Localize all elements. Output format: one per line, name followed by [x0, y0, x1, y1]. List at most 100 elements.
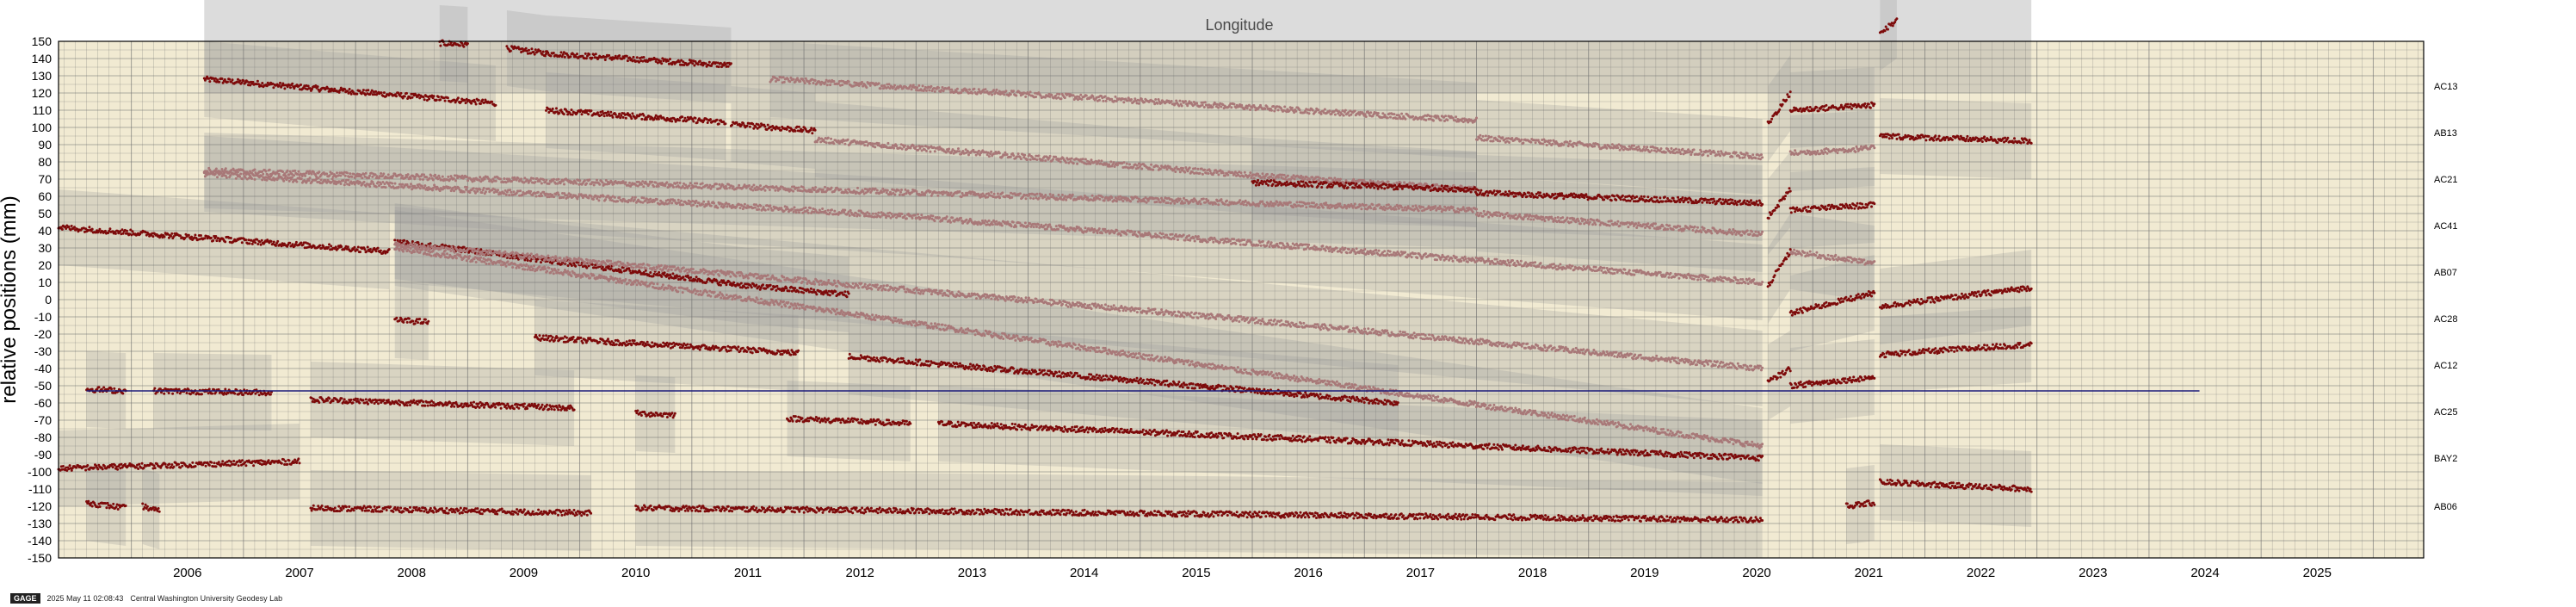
data-point [551, 107, 554, 110]
data-point [1325, 201, 1328, 205]
data-point [1735, 203, 1739, 207]
data-point [422, 96, 425, 99]
data-point [690, 59, 694, 62]
data-point [1023, 153, 1027, 157]
data-point [231, 78, 234, 82]
data-point [845, 82, 849, 85]
data-point [585, 182, 588, 185]
data-point [998, 196, 1002, 200]
data-point [1359, 186, 1362, 189]
data-point [1678, 201, 1682, 204]
data-point [594, 53, 597, 56]
data-point [672, 185, 675, 189]
data-point [1112, 161, 1115, 164]
data-point [541, 53, 544, 56]
data-point [960, 91, 963, 95]
data-point [745, 124, 749, 127]
data-point [766, 123, 769, 127]
data-point [1263, 177, 1266, 180]
data-point [1475, 116, 1478, 120]
data-point [1059, 97, 1063, 101]
data-point [1202, 197, 1205, 201]
data-point [921, 84, 924, 88]
data-point [670, 120, 674, 123]
data-point [1400, 187, 1404, 190]
data-point [1490, 135, 1493, 139]
data-point [1178, 99, 1182, 102]
data-point [1621, 194, 1624, 197]
data-point [1283, 105, 1287, 108]
data-point [1543, 220, 1547, 223]
data-point [825, 84, 829, 87]
data-point [1103, 199, 1106, 202]
data-point [1035, 96, 1038, 98]
data-point [1369, 207, 1373, 210]
data-point [1240, 103, 1244, 107]
data-point [933, 90, 936, 93]
data-point [1257, 204, 1260, 207]
data-point [751, 189, 755, 192]
data-point [406, 173, 410, 177]
data-point [368, 174, 371, 177]
data-point [1090, 158, 1093, 162]
data-point [825, 141, 828, 145]
data-point [628, 181, 631, 184]
data-point [380, 91, 383, 95]
data-point [971, 91, 974, 95]
data-point [1531, 193, 1535, 196]
data-point [1508, 189, 1511, 193]
data-point [1403, 181, 1406, 184]
data-point [628, 56, 632, 59]
data-point [1311, 185, 1314, 189]
data-point [1081, 158, 1084, 161]
data-point [819, 83, 823, 86]
data-point [1344, 184, 1347, 188]
data-point [1196, 167, 1200, 170]
data-point [893, 193, 897, 196]
data-point [516, 46, 520, 49]
data-point [682, 60, 685, 64]
data-point [1344, 181, 1348, 184]
data-point [1261, 172, 1264, 176]
data-point [803, 82, 806, 84]
data-point [1522, 218, 1525, 221]
data-point [1224, 174, 1226, 177]
data-point [422, 178, 424, 181]
data-point [1393, 183, 1397, 187]
data-point [1330, 177, 1333, 180]
data-point [1211, 105, 1214, 108]
data-point [1019, 158, 1022, 161]
data-point [1256, 181, 1258, 184]
data-point [657, 117, 660, 121]
data-point [857, 84, 861, 87]
data-point [437, 174, 441, 177]
data-point [1592, 219, 1596, 222]
data-point [1309, 181, 1313, 184]
data-point [1743, 156, 1746, 159]
data-point [261, 82, 264, 84]
data-point [1700, 150, 1703, 153]
data-point [724, 122, 727, 126]
data-point [1642, 195, 1646, 198]
data-point [799, 80, 802, 83]
data-point [724, 63, 727, 66]
data-point [832, 80, 836, 83]
data-point [346, 171, 349, 175]
data-point [1455, 115, 1458, 119]
data-point [624, 116, 627, 120]
data-point [1529, 195, 1533, 198]
data-point [310, 172, 313, 176]
data-point [441, 175, 444, 178]
data-point [533, 53, 536, 56]
data-point [1270, 108, 1273, 112]
data-point [596, 178, 598, 182]
data-point [575, 182, 578, 185]
data-point [483, 177, 486, 181]
data-point [1157, 198, 1160, 201]
data-point [425, 176, 429, 179]
data-point [665, 181, 669, 184]
data-point [768, 189, 771, 191]
data-point [538, 180, 541, 183]
data-point [1001, 191, 1004, 195]
